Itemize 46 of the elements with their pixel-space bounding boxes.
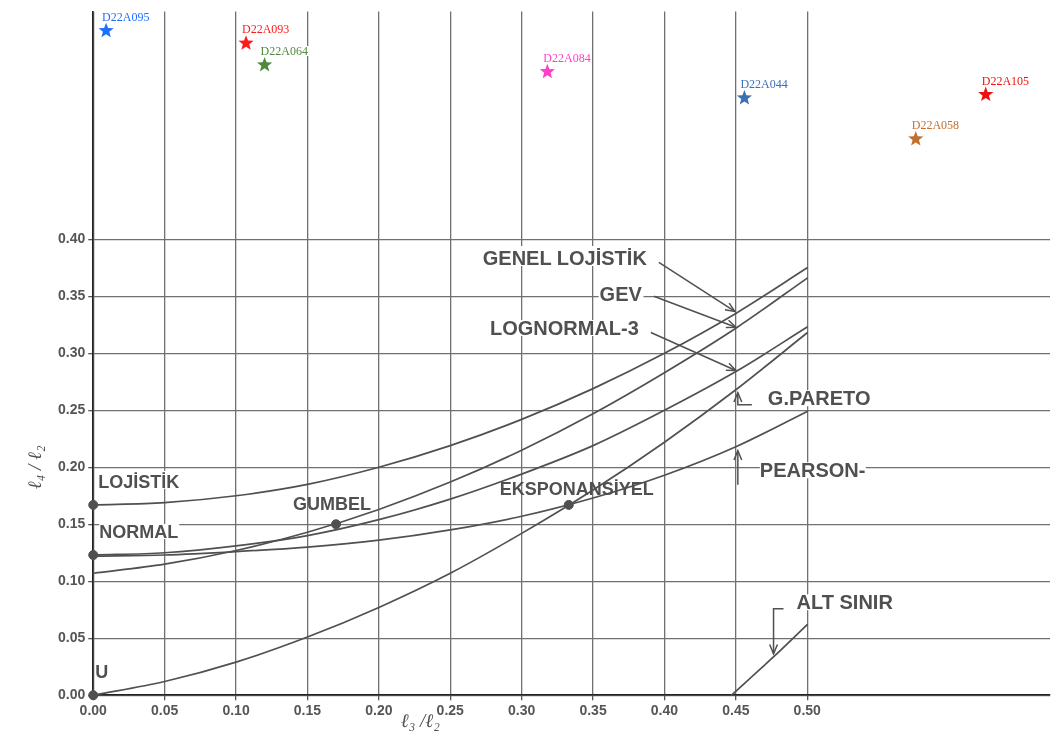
series-label: D22A064 <box>260 43 308 58</box>
x-tick-label: 0.10 <box>222 702 250 719</box>
point <box>257 56 273 72</box>
annotation: LOJİSTİK <box>98 471 180 492</box>
point <box>539 63 555 79</box>
series-label: D22A105 <box>981 73 1030 88</box>
annotation: GENEL LOJİSTİK <box>482 246 648 269</box>
x-tick-label: 0.25 <box>436 702 465 719</box>
point <box>908 131 924 146</box>
series-label: D22A058 <box>911 118 960 133</box>
series-label: D22A095 <box>102 9 150 24</box>
annotation: GEV <box>599 282 643 305</box>
y-tick-label: 0.05 <box>58 629 86 646</box>
series-label: D22A093 <box>242 22 290 37</box>
x-tick-label: 0.15 <box>293 702 322 719</box>
y-tick-label: 0.10 <box>58 572 86 589</box>
annotation: PEARSON- <box>759 459 866 482</box>
point <box>98 22 114 38</box>
annotation: U <box>95 662 109 683</box>
series-label: D22A084 <box>543 50 591 65</box>
x-tick-label: 0.40 <box>650 702 679 719</box>
x-tick-label: 0.30 <box>508 702 536 719</box>
point <box>238 35 254 50</box>
y-tick-label: 0.40 <box>58 230 86 247</box>
y-axis-title: ℓ₄ / ℓ₂ <box>24 444 45 490</box>
x-tick-label: 0.50 <box>793 702 822 719</box>
y-tick-label: 0.30 <box>58 344 86 361</box>
x-tick-label: 0.20 <box>365 702 393 719</box>
annotation: NORMAL <box>99 521 179 542</box>
annotation: LOGNORMAL-3 <box>489 317 639 340</box>
x-tick-label: 0.45 <box>722 702 750 719</box>
y-tick-label: 0.20 <box>58 458 86 475</box>
y-tick-label: 0.15 <box>58 515 86 532</box>
y-tick-label: 0.35 <box>58 287 86 304</box>
point <box>88 499 99 510</box>
y-tick-label: 0.25 <box>58 401 86 418</box>
annotation: ALT SINIR <box>796 591 894 614</box>
point <box>88 690 99 701</box>
annotation: G.PARETO <box>767 387 871 410</box>
x-tick-label: 0.00 <box>79 702 108 719</box>
x-tick-label: 0.05 <box>151 702 179 719</box>
x-tick-label: 0.35 <box>579 702 607 719</box>
series-label: D22A044 <box>740 77 788 92</box>
point <box>736 90 753 105</box>
point <box>978 86 994 102</box>
y-tick-label: 0.00 <box>58 686 86 703</box>
